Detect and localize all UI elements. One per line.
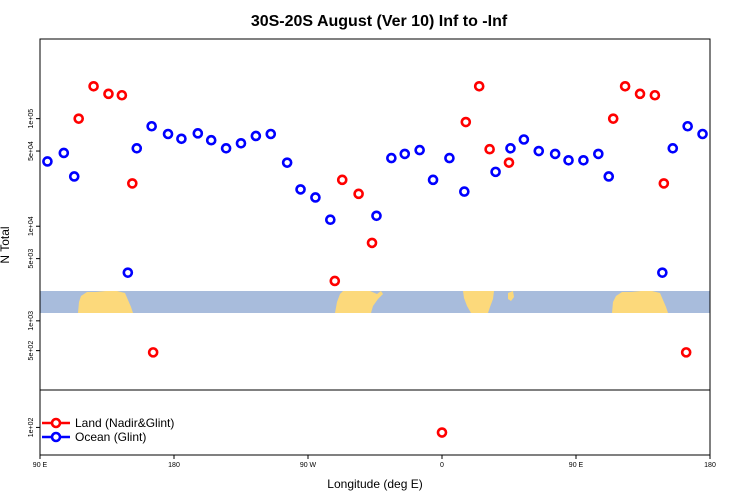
ocean-point <box>310 192 321 203</box>
ocean-point <box>414 144 425 156</box>
land-point <box>147 347 159 358</box>
y-tick-label: 5e+03 <box>28 249 35 269</box>
land-point <box>329 275 341 287</box>
land-point <box>473 80 485 92</box>
land-point <box>103 88 114 100</box>
data-points <box>42 80 708 438</box>
ocean-point <box>386 152 397 164</box>
ocean-point <box>682 120 693 132</box>
ocean-point <box>505 143 516 154</box>
y-tick-label: 1e+04 <box>28 216 35 236</box>
ocean-point <box>131 143 143 154</box>
ocean-point <box>122 267 134 278</box>
ocean-point <box>459 186 470 197</box>
land-south-america <box>335 291 383 313</box>
land-point <box>649 89 661 101</box>
y-tick-label: 1e+05 <box>28 109 35 129</box>
plot-border <box>39 38 711 456</box>
ocean-point <box>603 171 615 182</box>
land-point <box>366 237 378 249</box>
y-tick-label: 5e+02 <box>28 341 35 361</box>
land-point <box>634 88 646 100</box>
x-tick-label: 90 E <box>33 462 48 469</box>
land-australia-right <box>612 291 668 313</box>
ocean-legend-marker <box>50 431 62 443</box>
ocean-point <box>162 128 174 140</box>
land-point <box>460 116 472 128</box>
chart-title: 30S-20S August (Ver 10) Inf to -Inf <box>251 13 508 30</box>
ocean-point <box>697 128 708 140</box>
ocean-point <box>281 157 293 168</box>
land-point <box>73 113 85 124</box>
land-point <box>436 427 448 438</box>
x-tick-label: 90 W <box>300 462 317 469</box>
ocean-point <box>549 148 561 160</box>
land-point <box>658 178 670 189</box>
land-legend-marker <box>50 417 62 429</box>
ocean-point <box>371 210 382 222</box>
ocean-point <box>176 133 187 145</box>
map-strip <box>40 291 710 313</box>
land-point <box>353 188 364 200</box>
ocean-point <box>295 184 306 195</box>
ocean-point <box>146 120 157 132</box>
y-tick-label: 5e+04 <box>28 141 35 161</box>
x-tick-label: 0 <box>440 462 444 469</box>
x-tick-label: 180 <box>168 462 180 469</box>
ocean-point <box>58 147 70 159</box>
y-tick-label: 1e+02 <box>28 417 35 437</box>
land-australia-left <box>78 291 133 313</box>
ocean-point <box>490 166 501 178</box>
ocean-point <box>427 174 439 186</box>
y-axis: 5e+03 1e+04 5e+04 1e+05 5e+02 1e+03 1e+02 <box>28 109 40 437</box>
ocean-point <box>657 267 668 278</box>
land-point <box>503 157 515 168</box>
land-point <box>127 178 138 189</box>
ocean-point <box>42 156 53 167</box>
legend: Land (Nadir&Glint)Ocean (Glint) <box>42 416 174 444</box>
ocean-legend-label: Ocean (Glint) <box>75 430 146 444</box>
ocean-point <box>68 171 80 182</box>
ocean-point <box>192 128 204 139</box>
ocean-point <box>667 143 679 154</box>
x-axis: 90 E 180 90 W 0 90 E 180 <box>33 455 716 469</box>
ocean-point <box>533 145 545 157</box>
x-axis-label: Longitude (deg E) <box>327 477 422 491</box>
ocean-point <box>235 138 247 149</box>
plot-frames <box>39 38 711 456</box>
land-point <box>607 113 619 124</box>
ocean-point <box>578 155 589 166</box>
ocean-point <box>205 134 217 146</box>
ocean-point <box>563 155 574 166</box>
ocean-point <box>444 152 455 164</box>
ocean-point <box>265 128 277 140</box>
land-legend-label: Land (Nadir&Glint) <box>75 416 174 430</box>
land-point <box>619 80 631 92</box>
land-point <box>88 80 99 92</box>
ocean-point <box>399 148 411 160</box>
land-africa <box>463 291 494 313</box>
ocean-point <box>220 143 232 154</box>
land-point <box>116 89 128 101</box>
land-point <box>336 174 348 186</box>
land-point <box>680 347 692 358</box>
ocean-point <box>325 214 336 225</box>
ocean-point <box>593 148 604 160</box>
land-madagascar <box>508 291 514 301</box>
x-tick-label: 180 <box>704 462 716 469</box>
x-tick-label: 90 E <box>569 462 584 469</box>
y-tick-label: 1e+03 <box>28 311 35 331</box>
y-axis-label: N Total <box>0 226 12 263</box>
land-point <box>484 143 495 155</box>
ocean-point <box>518 134 530 145</box>
ocean-point <box>250 130 262 142</box>
